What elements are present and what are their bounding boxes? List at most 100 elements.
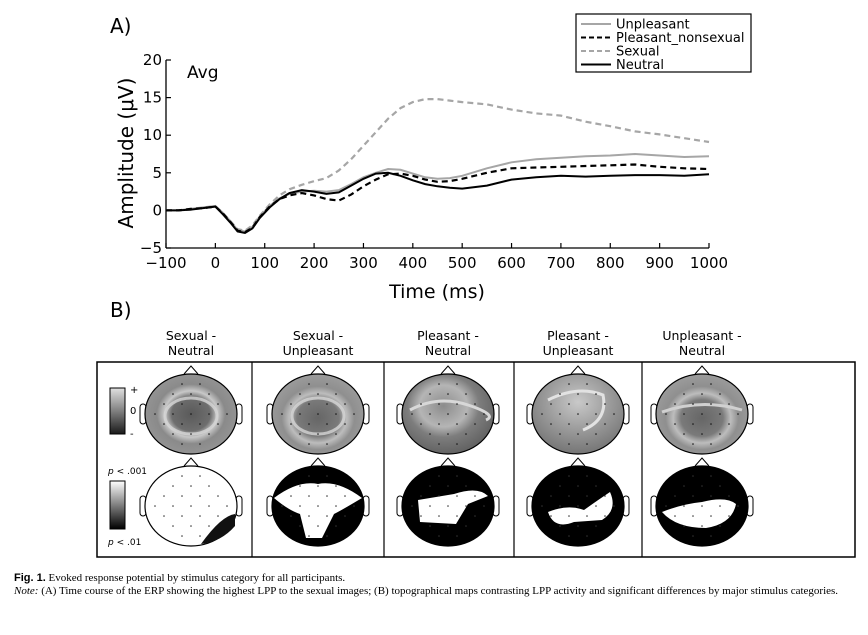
electrode-dot	[710, 403, 712, 405]
electrode-dot	[308, 515, 310, 517]
panel-a-label: A)	[110, 14, 132, 38]
electrode-dot	[411, 505, 413, 507]
nose-outline	[310, 365, 326, 375]
nose-outline	[183, 365, 199, 375]
panel-b-label: B)	[110, 298, 132, 322]
electrode-dot	[568, 443, 570, 445]
electrode-dot	[199, 495, 201, 497]
electrode-dot	[683, 525, 685, 527]
electrode-dot	[190, 505, 192, 507]
scalp-topomap-amplitude	[266, 365, 370, 455]
electrode-dot	[438, 535, 440, 537]
electrode-dot	[308, 535, 310, 537]
electrode-dot	[456, 383, 458, 385]
topomap-column-title: Sexual - Unpleasant	[282, 328, 354, 358]
electrode-dot	[586, 403, 588, 405]
electrode-dot	[181, 443, 183, 445]
electrode-dot	[465, 485, 467, 487]
electrode-dot	[728, 515, 730, 517]
contour-line	[661, 403, 743, 414]
electrode-dot	[719, 393, 721, 395]
electrode-dot	[326, 495, 328, 497]
electrode-dot	[595, 485, 597, 487]
x-tick-label: 500	[448, 254, 477, 272]
electrode-dot	[550, 515, 552, 517]
electrode-dot	[335, 413, 337, 415]
electrode-dot	[420, 515, 422, 517]
electrode-dot	[172, 505, 174, 507]
x-tick-label: 0	[211, 254, 221, 272]
electrode-dot	[317, 393, 319, 395]
electrode-dot	[411, 413, 413, 415]
electrode-dot	[299, 485, 301, 487]
electrode-dot	[326, 403, 328, 405]
electrode-dot	[465, 525, 467, 527]
electrode-dot	[199, 443, 201, 445]
electrode-dot	[429, 505, 431, 507]
x-tick-label: 200	[300, 254, 329, 272]
electrode-dot	[577, 413, 579, 415]
contour-line	[547, 389, 606, 432]
electrode-dot	[710, 383, 712, 385]
electrode-dot	[710, 535, 712, 537]
electrode-dot	[154, 413, 156, 415]
topomap-column-title: Pleasant - Unpleasant	[542, 328, 614, 358]
electrode-dot	[465, 413, 467, 415]
electrode-dot	[438, 423, 440, 425]
electrode-dot	[692, 383, 694, 385]
y-tick-label: 0	[152, 201, 162, 219]
electrode-dot	[559, 393, 561, 395]
electrode-dot	[190, 393, 192, 395]
legend-label-unpleasant: Unpleasant	[616, 18, 690, 33]
amplitude-color-scale	[109, 387, 126, 435]
significant-region	[548, 492, 613, 525]
electrode-dot	[604, 515, 606, 517]
electrode-dot	[281, 505, 283, 507]
nose-outline	[694, 365, 710, 375]
electrode-dot	[683, 413, 685, 415]
electrode-dot	[217, 403, 219, 405]
legend-label-sexual: Sexual	[616, 45, 660, 60]
chart-annotation-avg: Avg	[187, 63, 219, 83]
nose-outline	[570, 457, 586, 467]
topomap-frame	[96, 361, 856, 558]
electrode-dot	[550, 403, 552, 405]
electrode-dot	[199, 403, 201, 405]
electrode-dot	[728, 403, 730, 405]
y-tick-label: 20	[143, 51, 162, 69]
figure-caption: Fig. 1. Evoked response potential by sti…	[14, 572, 854, 598]
topomap-column-title: Pleasant - Neutral	[417, 328, 479, 358]
y-axis-label: Amplitude (μV)	[114, 78, 138, 229]
electrode-dot	[604, 495, 606, 497]
electrode-dot	[447, 433, 449, 435]
electrode-dot	[429, 485, 431, 487]
nose-outline	[183, 457, 199, 467]
electrode-dot	[217, 515, 219, 517]
electrode-dot	[308, 495, 310, 497]
electrode-dot	[710, 443, 712, 445]
significant-region	[418, 490, 488, 524]
significance-color-scale	[109, 480, 126, 530]
electrode-dot	[683, 485, 685, 487]
electrode-dot	[568, 423, 570, 425]
x-tick-label: 400	[398, 254, 427, 272]
electrode-dot	[701, 525, 703, 527]
electrode-dot	[326, 535, 328, 537]
x-tick-label: 600	[497, 254, 526, 272]
electrode-dot	[568, 403, 570, 405]
electrode-dot	[326, 443, 328, 445]
caption-title: Fig. 1. Evoked response potential by sti…	[14, 572, 346, 584]
topomap-column-title: Unpleasant - Neutral	[662, 328, 742, 358]
electrode-dot	[308, 423, 310, 425]
x-tick-label: 700	[547, 254, 576, 272]
electrode-dot	[217, 495, 219, 497]
electrode-dot	[299, 413, 301, 415]
electrode-dot	[429, 433, 431, 435]
x-tick-label: 100	[250, 254, 279, 272]
electrode-dot	[595, 433, 597, 435]
nose-outline	[694, 457, 710, 467]
significant-region	[274, 483, 362, 538]
scalp-topomap-significance	[396, 457, 500, 547]
electrode-dot	[595, 393, 597, 395]
